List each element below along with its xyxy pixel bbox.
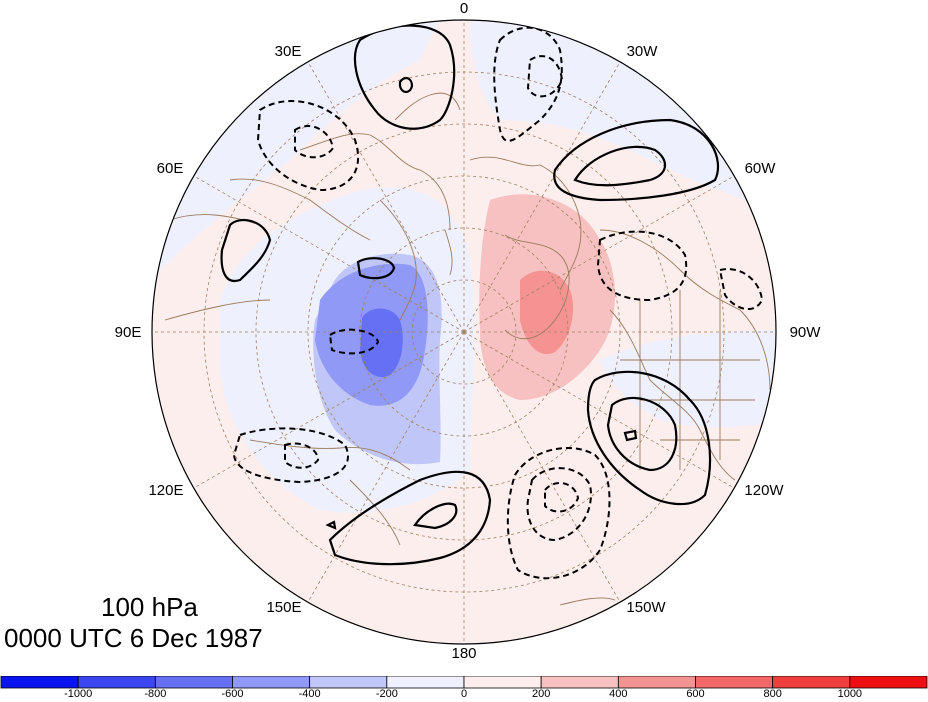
graticule-meridians (152, 20, 776, 644)
colorbar-tick-label: -200 (376, 688, 398, 698)
lon-label-180: 180 (451, 645, 476, 662)
colorbar-boxes (0, 676, 928, 689)
colorbar-box (386, 676, 465, 689)
colorbar-tick-label: 200 (532, 688, 550, 698)
colorbar-tick-label: -400 (299, 688, 321, 698)
coastlines (164, 92, 771, 606)
colorbar-box (695, 676, 774, 689)
lon-label-30e: 30E (275, 43, 302, 60)
colorbar-tick-label: -600 (221, 688, 243, 698)
colorbar-tick-label: -1000 (64, 688, 92, 698)
colorbar-box (77, 676, 156, 689)
colorbar-box (232, 676, 311, 689)
map-boundary (151, 19, 777, 645)
lon-label-150e: 150E (266, 599, 301, 616)
colorbar-tick-labels: -1000 -800 -600 -400 -200 0 200 400 600 800 1000 (64, 688, 862, 698)
colorbar-tick-label: 0 (461, 688, 467, 698)
colorbar-tick-label: 800 (763, 688, 781, 698)
valid-time-label: 0000 UTC 6 Dec 1987 (4, 623, 263, 653)
colorbar-box (849, 676, 928, 689)
colorbar-tick-label: 600 (686, 688, 704, 698)
lon-label-120w: 120W (744, 482, 784, 499)
lon-label-120e: 120E (148, 482, 183, 499)
lon-label-150w: 150W (626, 599, 666, 616)
lon-label-90w: 90W (790, 324, 822, 341)
colorbar-box (540, 676, 619, 689)
weak-negative-region-southeast (600, 330, 776, 428)
colorbar-tick-label: 400 (609, 688, 627, 698)
lon-label-30w: 30W (627, 43, 659, 60)
pressure-level-label: 100 hPa (101, 592, 198, 622)
colorbar-box (154, 676, 233, 689)
colorbar-box (772, 676, 851, 689)
colorbar-tick-label: 1000 (838, 688, 862, 698)
map-disk (152, 20, 776, 644)
lon-label-60e: 60E (157, 160, 184, 177)
lon-label-90e: 90E (115, 324, 142, 341)
positive-contours (220, 24, 720, 566)
lon-label-60w: 60W (745, 160, 777, 177)
colorbar-box (463, 676, 542, 689)
colorbar-box (617, 676, 696, 689)
colorbar: -1000 -800 -600 -400 -200 0 200 400 600 800 1000 (0, 676, 928, 698)
negative-anomaly-core (360, 308, 403, 378)
colorbar-tick-label: -800 (144, 688, 166, 698)
lon-label-0: 0 (460, 0, 468, 17)
colorbar-box (0, 676, 79, 689)
longitude-labels: 0 30W 60W 90W 120W 150W 180 150E 120E 90… (115, 0, 822, 662)
colorbar-box (309, 676, 388, 689)
negative-contours (232, 26, 764, 580)
